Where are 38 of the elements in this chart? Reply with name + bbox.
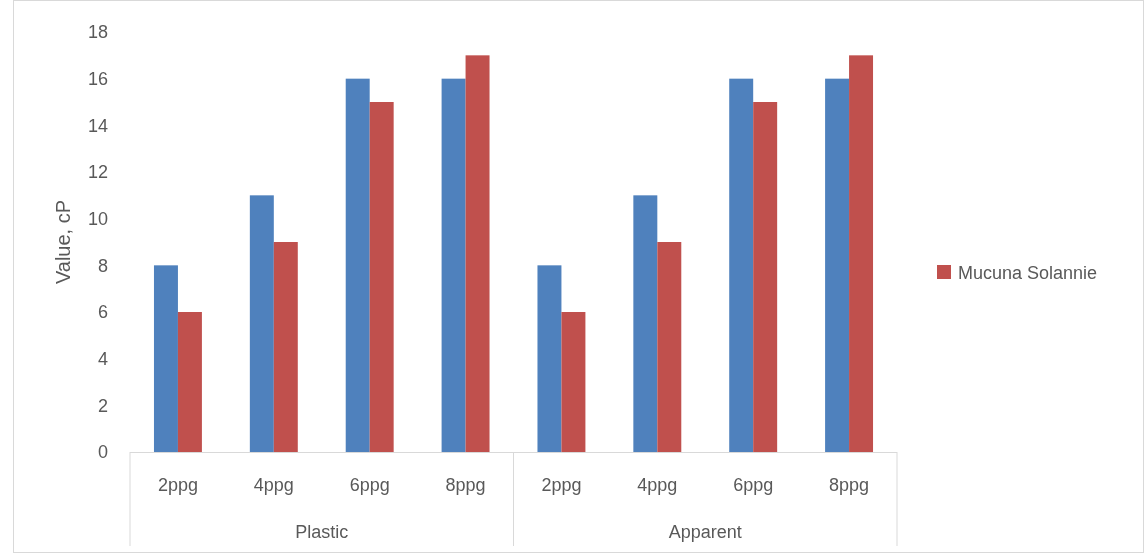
y-tick-label: 8 [97, 255, 108, 276]
text: Apparent [668, 522, 742, 542]
y-tick-label: 0 [97, 442, 108, 463]
bar [849, 55, 874, 452]
x-tick-label: 8ppg [829, 475, 870, 495]
legend-label: Mucuna Solannie [958, 263, 1098, 283]
y-tick-label: 2 [97, 395, 108, 416]
x-tick-label: 6ppg [349, 475, 390, 495]
x-tick-label: 2ppg [541, 475, 582, 495]
bar [825, 78, 850, 452]
bar [657, 242, 682, 452]
y-axis-title: Value, cP [52, 199, 74, 285]
bar [369, 102, 394, 452]
bar [633, 195, 658, 452]
x-tick-label: 6ppg [733, 475, 774, 495]
y-tick-label: 14 [87, 115, 108, 136]
bar [273, 242, 298, 452]
x-tick-label: 8ppg [445, 475, 486, 495]
bar [441, 78, 466, 452]
bar [177, 312, 202, 452]
bar [753, 102, 778, 452]
y-tick-label: 4 [97, 348, 108, 369]
bar [345, 78, 370, 452]
y-tick-label: 12 [87, 162, 108, 183]
bar [561, 312, 586, 452]
x-tick-label: 4ppg [253, 475, 294, 495]
y-tick-label: 16 [87, 68, 108, 89]
bar [249, 195, 274, 452]
text: Plastic [295, 522, 349, 542]
bar [465, 55, 490, 452]
x-tick-label: 4ppg [637, 475, 678, 495]
bar [153, 265, 178, 452]
bar [729, 78, 754, 452]
x-tick-label: 2ppg [157, 475, 198, 495]
bar [537, 265, 562, 452]
y-tick-label: 18 [87, 22, 108, 43]
y-tick-label: 10 [87, 208, 108, 229]
y-tick-label: 6 [97, 302, 108, 323]
